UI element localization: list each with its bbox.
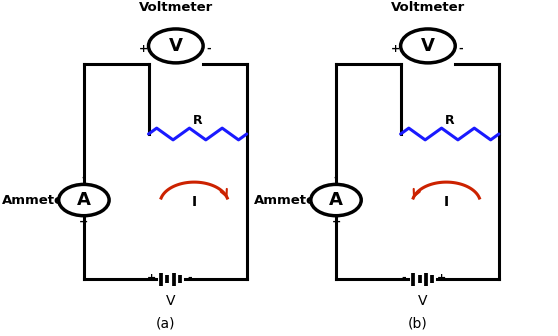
Text: Ammeter: Ammeter <box>254 194 323 207</box>
Text: A: A <box>77 191 91 209</box>
Text: Voltmeter: Voltmeter <box>139 1 213 14</box>
Text: +: + <box>391 44 400 53</box>
Text: I: I <box>444 195 449 209</box>
Text: V: V <box>169 37 183 55</box>
Text: -: - <box>458 44 463 53</box>
Circle shape <box>401 29 455 63</box>
Text: Ammeter: Ammeter <box>2 194 71 207</box>
Text: V: V <box>421 37 435 55</box>
Text: R: R <box>445 114 455 127</box>
Text: I: I <box>191 195 197 209</box>
Text: R: R <box>193 114 203 127</box>
Circle shape <box>311 184 361 216</box>
Circle shape <box>59 184 109 216</box>
Text: +: + <box>331 217 340 227</box>
Text: V: V <box>418 294 427 308</box>
Text: +: + <box>437 273 446 283</box>
Text: A: A <box>329 191 343 209</box>
Text: -: - <box>206 44 211 53</box>
Text: Voltmeter: Voltmeter <box>391 1 465 14</box>
Text: +: + <box>138 44 148 53</box>
Text: -: - <box>401 273 406 283</box>
Text: V: V <box>166 294 175 308</box>
Circle shape <box>148 29 203 63</box>
Text: -: - <box>187 273 192 283</box>
Text: (a): (a) <box>156 316 175 330</box>
Text: -: - <box>81 173 86 183</box>
Text: +: + <box>79 217 89 227</box>
Text: (b): (b) <box>407 316 427 330</box>
Text: -: - <box>334 173 338 183</box>
Text: +: + <box>147 273 156 283</box>
